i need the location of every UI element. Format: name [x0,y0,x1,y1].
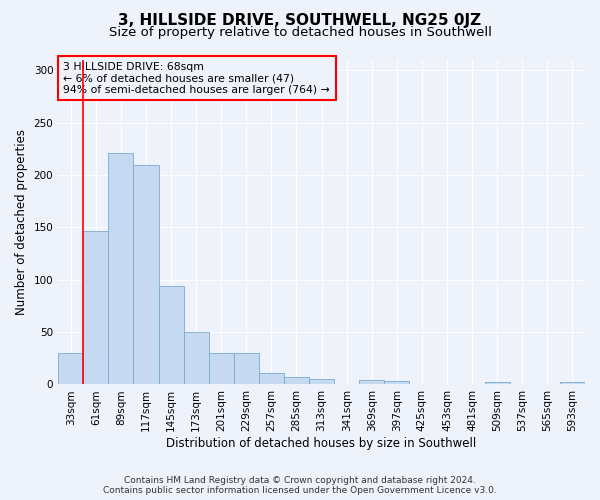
Y-axis label: Number of detached properties: Number of detached properties [15,129,28,315]
Bar [385,382,409,384]
Bar [259,373,284,384]
Bar [184,332,209,384]
Text: 3, HILLSIDE DRIVE, SOUTHWELL, NG25 0JZ: 3, HILLSIDE DRIVE, SOUTHWELL, NG25 0JZ [118,12,482,28]
Bar [58,353,83,384]
Bar [560,382,585,384]
Bar [234,353,259,384]
Text: Contains HM Land Registry data © Crown copyright and database right 2024.
Contai: Contains HM Land Registry data © Crown c… [103,476,497,495]
Bar [83,230,109,384]
Text: 3 HILLSIDE DRIVE: 68sqm
← 6% of detached houses are smaller (47)
94% of semi-det: 3 HILLSIDE DRIVE: 68sqm ← 6% of detached… [64,62,330,95]
Bar [133,164,158,384]
Bar [284,377,309,384]
Bar [109,153,133,384]
Bar [209,353,234,384]
Bar [359,380,385,384]
Text: Size of property relative to detached houses in Southwell: Size of property relative to detached ho… [109,26,491,39]
X-axis label: Distribution of detached houses by size in Southwell: Distribution of detached houses by size … [166,437,477,450]
Bar [309,379,334,384]
Bar [158,286,184,384]
Bar [485,382,510,384]
